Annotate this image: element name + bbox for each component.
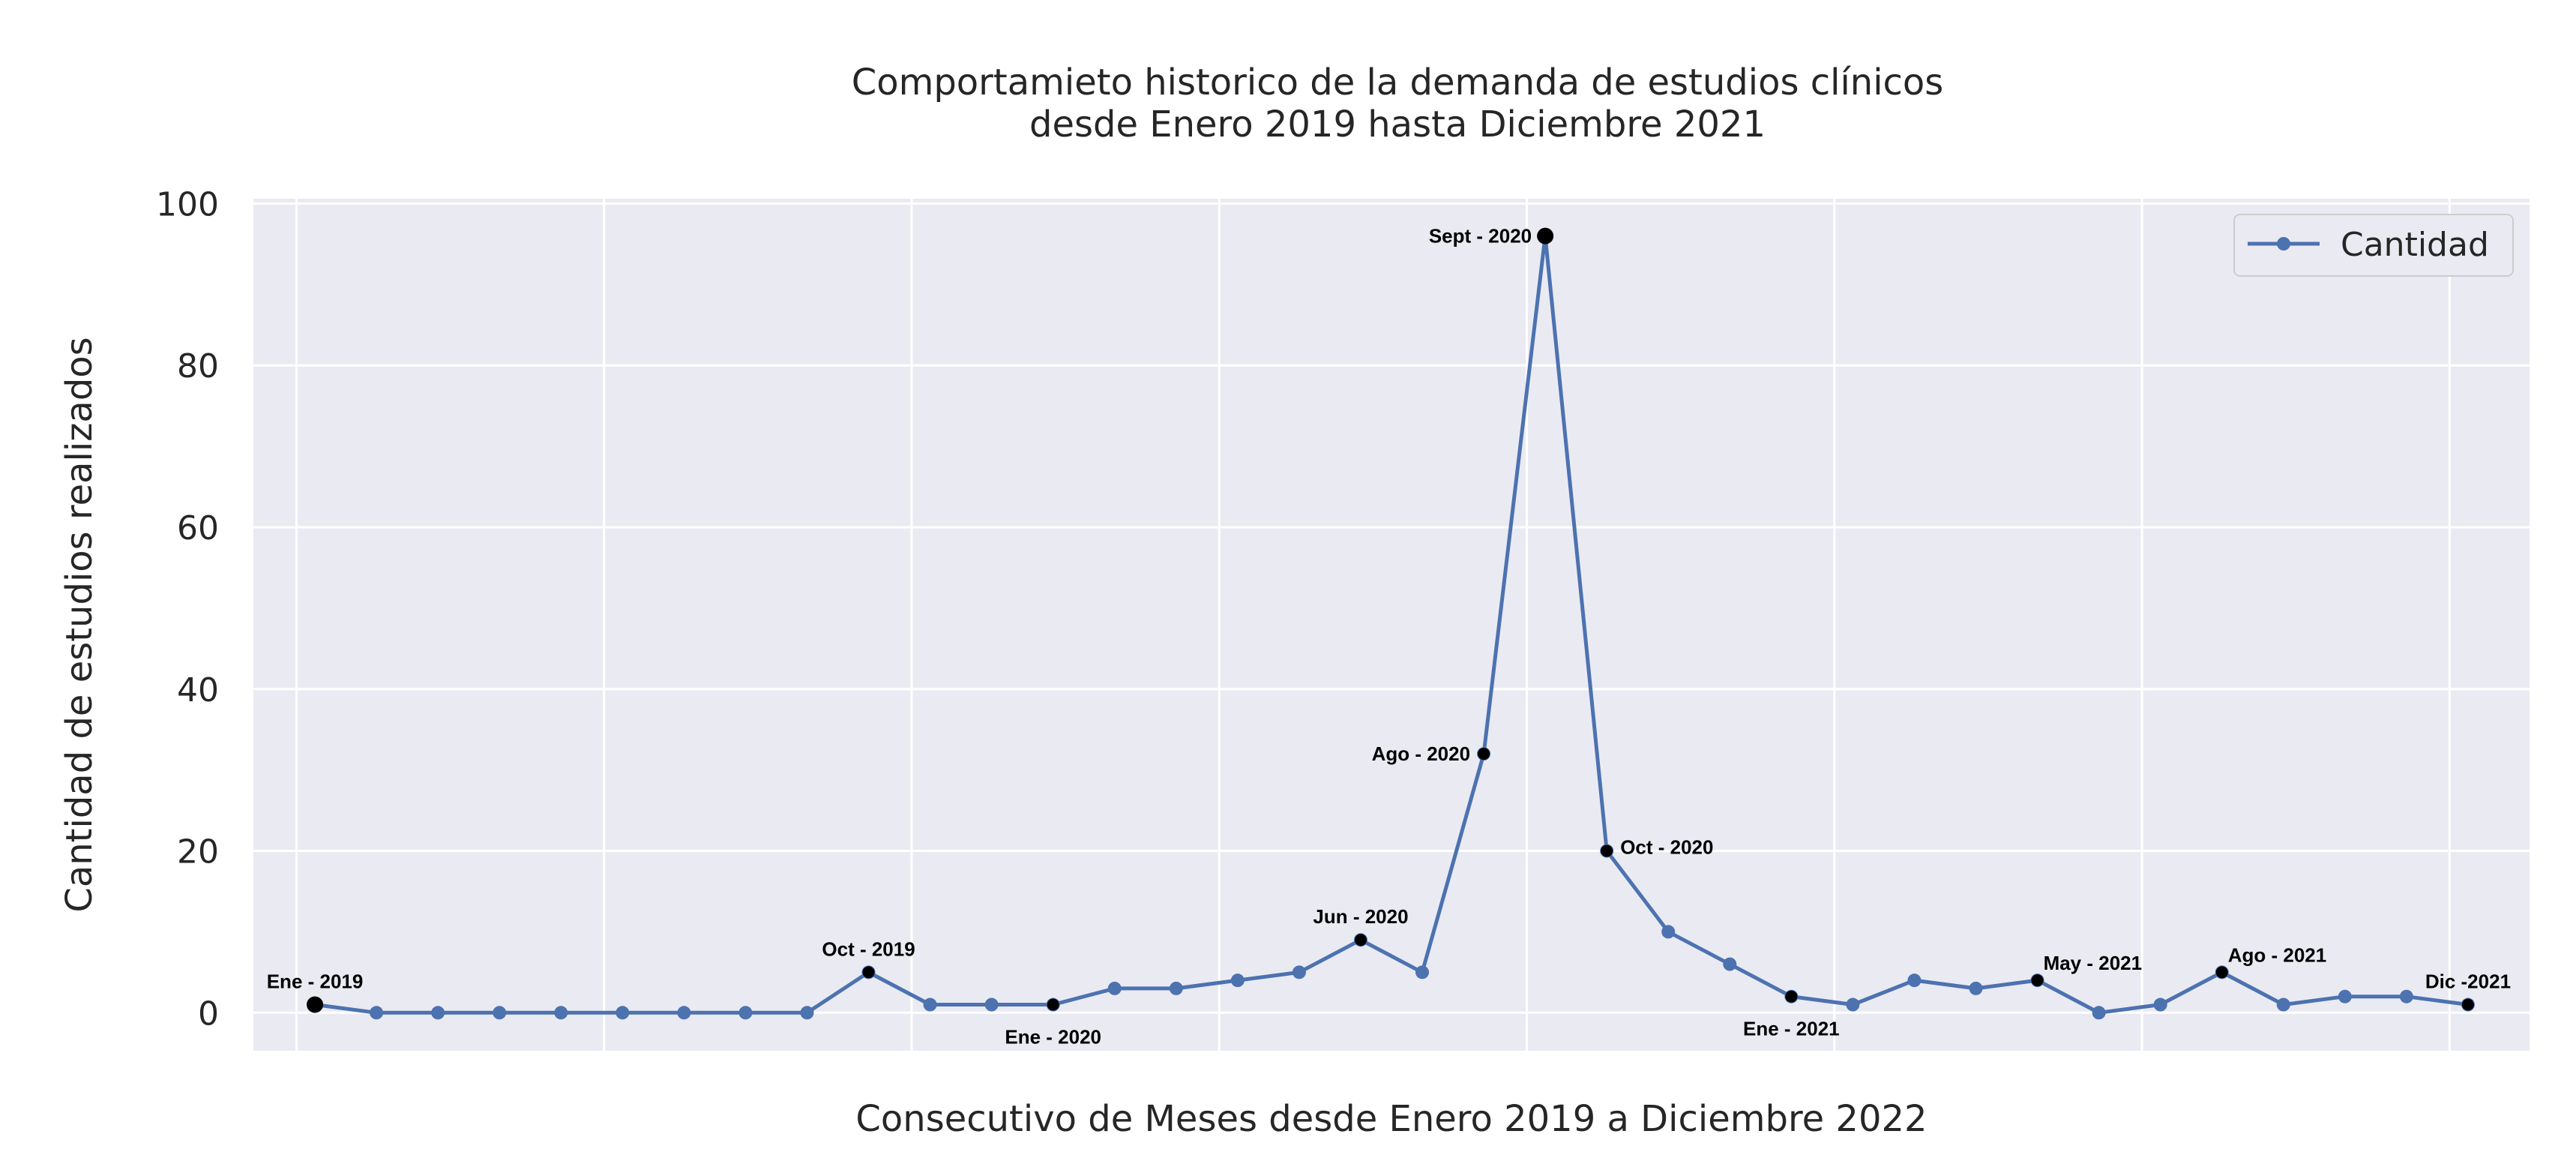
annotation-marker [1537,227,1554,244]
annotation-marker [2461,998,2474,1011]
data-point [1107,981,1122,995]
legend: Cantidad [2233,214,2514,277]
plot-area [253,199,2530,1051]
annotation-marker [1354,934,1367,946]
chart-title-line-2: desde Enero 2019 hasta Diciembre 2021 [1029,104,1766,146]
annotation-marker [307,996,324,1013]
data-point [2399,989,2413,1004]
annotations: Ene - 2019 Oct - 2019 Ene - 2020 Jun - 2020… [267,225,2511,1048]
y-tick-label: 100 [156,185,219,224]
annotation-label: Dic -2021 [2425,970,2511,993]
data-point [2092,1006,2106,1020]
data-point [431,1006,445,1020]
series-line [314,234,2469,1015]
y-tick-label: 80 [177,347,219,386]
annotation-marker [1601,844,1613,857]
y-tick-label: 0 [198,994,219,1033]
data-point [1969,981,1983,995]
data-point [554,1006,568,1020]
legend-marker-swatch [2277,237,2290,250]
data-point [1907,974,1922,988]
grid-lines [253,199,2530,1051]
legend-box [2233,214,2514,277]
data-point [2153,998,2167,1012]
legend-label-cantidad: Cantidad [2341,226,2489,264]
data-point [677,1006,691,1020]
data-point [800,1006,814,1020]
data-point [2338,989,2352,1004]
annotation-label: Ago - 2020 [1372,742,1471,765]
annotation-label: Jun - 2020 [1313,905,1408,928]
y-axis-label: Cantidad de estudios realizados [58,337,100,912]
data-point [2276,998,2290,1012]
annotation-marker [1785,990,1798,1003]
data-point [738,1006,753,1020]
data-point [923,998,937,1012]
y-tick-label: 20 [177,833,219,872]
annotation-marker [1478,748,1490,760]
y-axis-ticks: 0 20 40 60 80 100 [156,185,219,1033]
data-point [616,1006,630,1020]
data-point [1723,957,1737,971]
annotation-label: Oct - 2019 [822,938,915,960]
data-point [1846,998,1860,1012]
annotation-label: Ene - 2021 [1743,1018,1840,1040]
data-point [1661,925,1676,939]
data-point [1415,965,1430,980]
data-point [493,1006,507,1020]
data-point [1169,981,1183,995]
annotation-marker [2031,974,2044,987]
data-point [1230,974,1245,988]
annotation-marker [1047,998,1059,1011]
annotation-label: Ene - 2020 [1005,1026,1101,1048]
data-point [984,998,999,1012]
series-cantidad [308,229,2475,1020]
chart-title-line-1: Comportamieto historico de la demanda de… [852,62,1944,104]
x-axis-label: Consecutivo de Meses desde Enero 2019 a … [855,1098,1927,1140]
annotation-label: Sept - 2020 [1429,225,1532,248]
y-tick-label: 40 [177,671,219,710]
annotation-label: Oct - 2020 [1620,836,1713,859]
annotation-label: Ago - 2021 [2228,944,2327,966]
annotation-marker [2215,966,2228,979]
annotation-label: Ene - 2019 [267,970,364,993]
y-tick-label: 60 [177,509,219,548]
data-point [370,1006,384,1020]
annotation-label: May - 2021 [2044,952,2143,974]
data-point [1292,965,1306,980]
annotation-marker [862,966,875,979]
